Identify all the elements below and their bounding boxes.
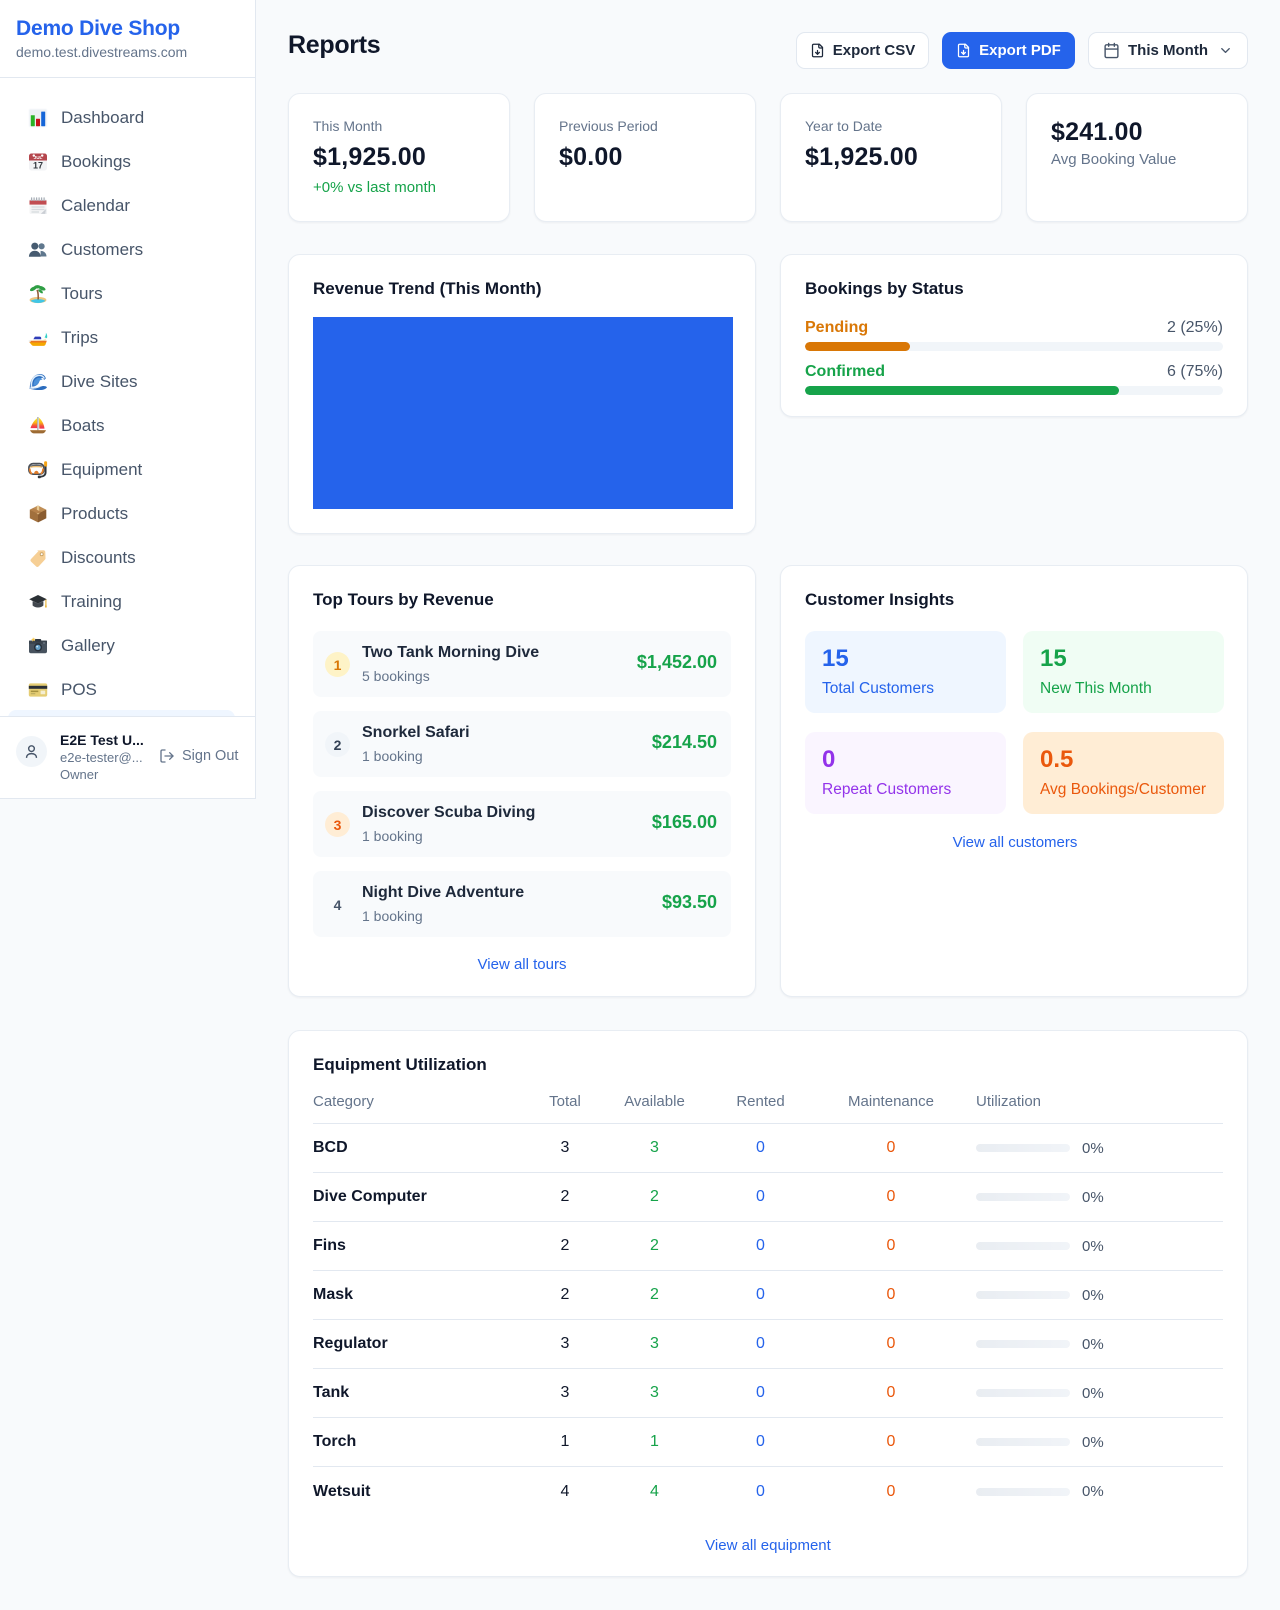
svg-text:17: 17 [33,160,43,170]
svg-text:JUL: JUL [34,155,43,160]
